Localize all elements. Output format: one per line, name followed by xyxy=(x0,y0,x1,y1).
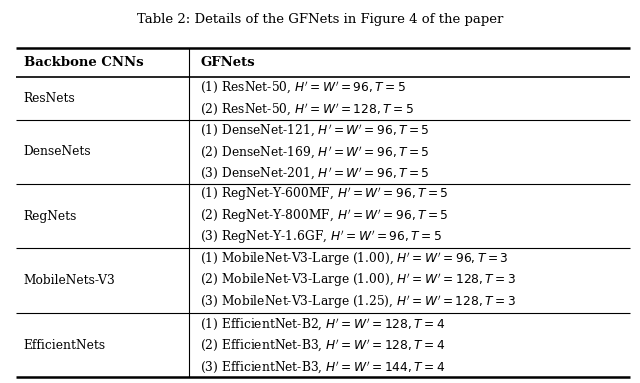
Text: RegNets: RegNets xyxy=(24,210,77,223)
Text: MobileNets-V3: MobileNets-V3 xyxy=(24,274,115,287)
Text: (2) RegNet-Y-800MF, $H^{\prime} = W^{\prime} = 96, T = 5$: (2) RegNet-Y-800MF, $H^{\prime} = W^{\pr… xyxy=(200,208,449,225)
Text: (3) MobileNet-V3-Large (1.25), $H^{\prime} = W^{\prime} = 128, T = 3$: (3) MobileNet-V3-Large (1.25), $H^{\prim… xyxy=(200,293,516,311)
Text: DenseNets: DenseNets xyxy=(24,145,92,158)
Text: Backbone CNNs: Backbone CNNs xyxy=(24,56,143,69)
Text: GFNets: GFNets xyxy=(200,56,255,69)
Text: (3) EfficientNet-B3, $H^{\prime} = W^{\prime} = 144, T = 4$: (3) EfficientNet-B3, $H^{\prime} = W^{\p… xyxy=(200,358,445,375)
Text: (2) DenseNet-169, $H^{\prime} = W^{\prime} = 96, T = 5$: (2) DenseNet-169, $H^{\prime} = W^{\prim… xyxy=(200,144,430,160)
Text: (2) EfficientNet-B3, $H^{\prime} = W^{\prime} = 128, T = 4$: (2) EfficientNet-B3, $H^{\prime} = W^{\p… xyxy=(200,337,445,353)
Text: (3) RegNet-Y-1.6GF, $H^{\prime} = W^{\prime} = 96, T = 5$: (3) RegNet-Y-1.6GF, $H^{\prime} = W^{\pr… xyxy=(200,229,442,246)
Text: EfficientNets: EfficientNets xyxy=(24,339,106,352)
Text: (1) RegNet-Y-600MF, $H^{\prime} = W^{\prime} = 96, T = 5$: (1) RegNet-Y-600MF, $H^{\prime} = W^{\pr… xyxy=(200,186,449,203)
Text: Table 2: Details of the GFNets in Figure 4 of the paper: Table 2: Details of the GFNets in Figure… xyxy=(137,13,503,26)
Text: (1) DenseNet-121, $H^{\prime} = W^{\prime} = 96, T = 5$: (1) DenseNet-121, $H^{\prime} = W^{\prim… xyxy=(200,122,430,138)
Text: (1) MobileNet-V3-Large (1.00), $H^{\prime} = W^{\prime} = 96, T = 3$: (1) MobileNet-V3-Large (1.00), $H^{\prim… xyxy=(200,250,509,268)
Text: ResNets: ResNets xyxy=(24,92,76,105)
Text: (1) ResNet-50, $H^{\prime} = W^{\prime} = 96, T = 5$: (1) ResNet-50, $H^{\prime} = W^{\prime} … xyxy=(200,79,406,95)
Text: (1) EfficientNet-B2, $H^{\prime} = W^{\prime} = 128, T = 4$: (1) EfficientNet-B2, $H^{\prime} = W^{\p… xyxy=(200,316,445,332)
Text: (2) ResNet-50, $H^{\prime} = W^{\prime} = 128, T = 5$: (2) ResNet-50, $H^{\prime} = W^{\prime} … xyxy=(200,101,414,117)
Text: (2) MobileNet-V3-Large (1.00), $H^{\prime} = W^{\prime} = 128, T = 3$: (2) MobileNet-V3-Large (1.00), $H^{\prim… xyxy=(200,272,516,290)
Text: (3) DenseNet-201, $H^{\prime} = W^{\prime} = 96, T = 5$: (3) DenseNet-201, $H^{\prime} = W^{\prim… xyxy=(200,165,430,181)
